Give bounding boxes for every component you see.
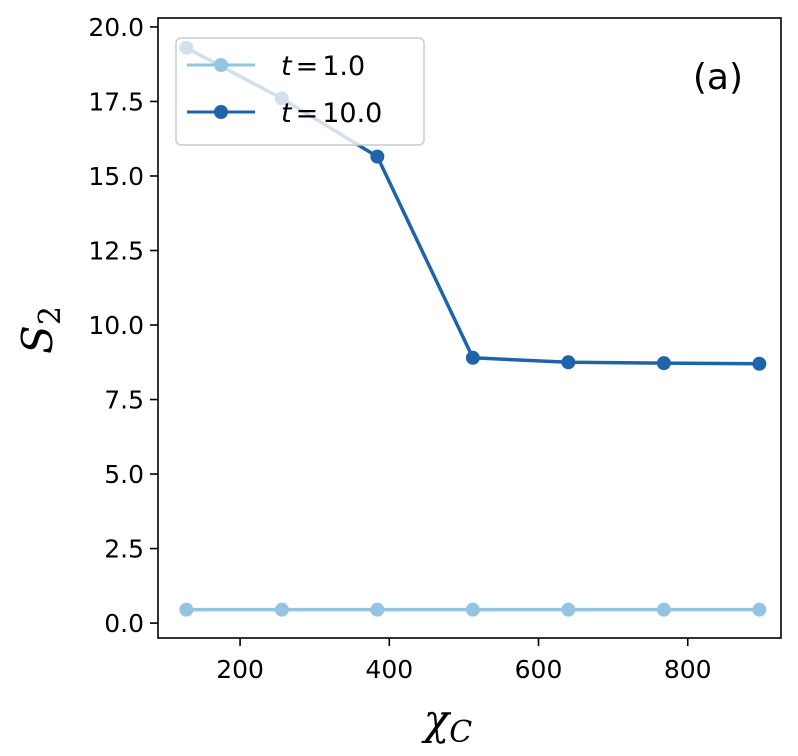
- legend-label-t10: t = 10.0: [281, 98, 382, 129]
- data-point-0: [561, 602, 576, 617]
- y-tick-label: 2.5: [104, 535, 144, 564]
- y-tick-label: 0.0: [104, 609, 144, 638]
- legend-label-t1: t = 1.0: [281, 51, 365, 82]
- data-point-1: [370, 149, 385, 164]
- x-axis-label-symbol: χ: [421, 695, 452, 744]
- legend-marker-t10: [214, 105, 228, 119]
- legend-eq-t1: =: [296, 51, 319, 82]
- y-tick-label: 5.0: [104, 460, 144, 489]
- legend-var-t1: t: [281, 51, 293, 82]
- data-point-0: [179, 602, 194, 617]
- legend-marker-t1: [214, 58, 228, 72]
- y-axis-label: S2: [13, 306, 68, 354]
- x-tick-label: 400: [365, 655, 413, 684]
- y-tick-label: 17.5: [88, 87, 144, 116]
- legend-var-t10: t: [281, 98, 293, 129]
- data-point-1: [656, 356, 671, 371]
- y-axis: 0.0 2.5 5.0 7.5 10.0 12.5 15.0 17.5 20.0: [88, 13, 158, 638]
- x-axis: 200 400 600 800: [216, 638, 712, 684]
- legend: t = 1.0 t = 10.0: [175, 37, 425, 146]
- y-tick-label: 15.0: [88, 162, 144, 191]
- y-axis-label-symbol: S: [13, 325, 62, 354]
- x-axis-label-subscript: C: [449, 715, 472, 750]
- legend-eq-t10: =: [296, 98, 319, 129]
- y-tick-label: 7.5: [104, 386, 144, 415]
- y-axis-label-subscript: 2: [33, 306, 68, 325]
- x-tick-label: 800: [664, 655, 712, 684]
- chart-marks: [179, 40, 767, 617]
- y-tick-label: 12.5: [88, 237, 144, 266]
- legend-value-t10: 10.0: [322, 98, 382, 129]
- x-tick-label: 600: [515, 655, 563, 684]
- y-tick-label: 10.0: [88, 311, 144, 340]
- data-point-1: [752, 356, 767, 371]
- data-point-0: [656, 602, 671, 617]
- x-tick-label: 200: [216, 655, 264, 684]
- legend-value-t1: 1.0: [322, 51, 365, 82]
- data-point-0: [370, 602, 385, 617]
- plot-area-frame: [157, 17, 782, 639]
- panel-label: (a): [693, 57, 743, 98]
- x-axis-label: χC: [421, 695, 472, 750]
- data-point-0: [465, 602, 480, 617]
- data-point-0: [274, 602, 289, 617]
- y-tick-label: 20.0: [88, 13, 144, 42]
- data-point-0: [752, 602, 767, 617]
- data-point-1: [561, 355, 576, 370]
- data-point-1: [465, 350, 480, 365]
